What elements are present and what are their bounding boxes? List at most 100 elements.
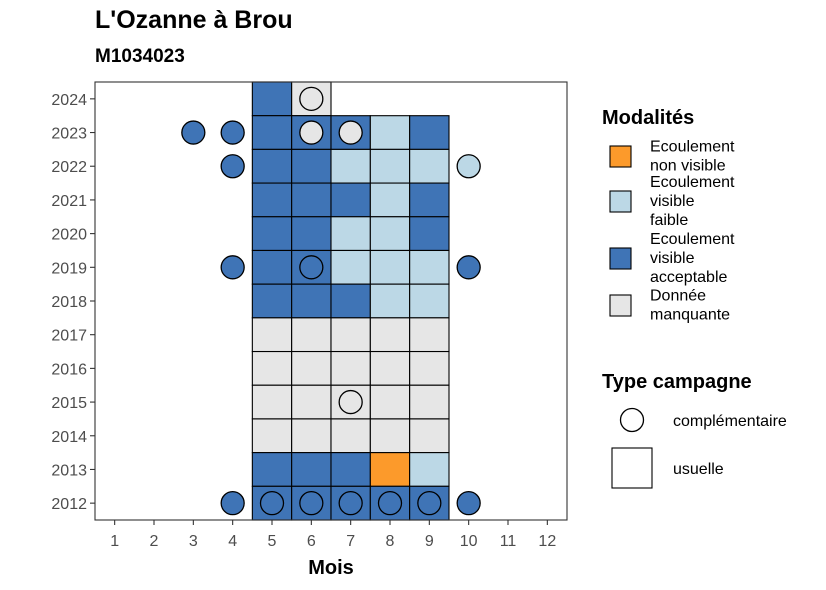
legend-label-usuelle: usuelle: [673, 461, 724, 478]
y-tick-label: 2021: [51, 193, 87, 210]
tile-2017-8: [369, 317, 411, 353]
tile-2021-9: [409, 182, 450, 218]
y-tick-label: 2014: [51, 429, 87, 446]
tile-2019-9: [409, 249, 450, 285]
tile-2016-6: [291, 350, 332, 386]
point-2019-4: [220, 255, 245, 280]
y-tick-label: 2023: [51, 126, 87, 143]
tile-2018-7: [330, 283, 371, 319]
tile-2020-5: [251, 216, 293, 252]
x-tick-label: 7: [346, 533, 355, 550]
x-tick-label: 10: [460, 533, 478, 550]
point-2012-5: [259, 491, 285, 516]
y-tick-label: 2020: [51, 227, 87, 244]
tile-2015-8: [369, 384, 411, 420]
legend-label-acceptable: Ecoulement: [650, 231, 735, 248]
legend-label-manquante: Donnée: [650, 288, 706, 305]
tile-2022-6: [291, 148, 332, 184]
tile-2014-6: [291, 418, 332, 454]
tile-2023-5: [251, 115, 293, 150]
tile-2018-8: [369, 283, 411, 319]
point-2012-6: [299, 491, 324, 516]
legend-label-complementaire: complémentaire: [673, 413, 787, 430]
legend-type-campagne: Type campagne complémentaire usuelle: [602, 371, 787, 489]
legend-label-faible: faible: [650, 212, 688, 229]
tile-2018-5: [251, 283, 293, 319]
chart-title: L'Ozanne à Brou: [95, 6, 293, 34]
tile-2015-6: [291, 384, 332, 420]
tile-2023-8: [369, 115, 411, 150]
tile-2017-5: [251, 317, 293, 353]
legend-key-circle: [619, 407, 645, 433]
point-2022-10: [456, 154, 481, 179]
x-tick-label: 5: [268, 533, 277, 550]
y-tick-label: 2013: [51, 462, 87, 479]
legend-label-acceptable: acceptable: [650, 269, 727, 286]
tile-2020-9: [409, 216, 450, 252]
complementaire-points: [181, 86, 481, 516]
tile-2019-5: [251, 249, 293, 285]
point-2023-7: [338, 120, 363, 145]
point-2012-9: [417, 491, 442, 516]
tile-2018-9: [409, 283, 450, 319]
tile-2024-5: [251, 81, 293, 117]
tile-2017-9: [409, 317, 450, 353]
tile-2013-6: [291, 452, 332, 487]
tile-2020-6: [291, 216, 332, 252]
tile-2014-7: [330, 418, 371, 454]
x-tick-label: 6: [307, 533, 316, 550]
tile-2021-5: [251, 182, 293, 218]
x-tick-label: 1: [110, 533, 119, 550]
legend-key-non_visible: [609, 145, 632, 168]
tile-2020-7: [330, 216, 371, 252]
legend-key-faible: [609, 190, 632, 213]
tile-2019-7: [330, 249, 371, 285]
point-2019-6: [299, 255, 324, 280]
tile-2021-8: [369, 182, 411, 218]
point-2023-4: [220, 120, 245, 145]
x-axis: 1 2 3 4 5 6 7 8 9 10 11 12: [110, 520, 556, 550]
tile-2021-7: [330, 182, 371, 218]
point-2012-4: [220, 491, 245, 516]
x-tick-label: 9: [425, 533, 434, 550]
x-tick-label: 4: [228, 533, 237, 550]
legend-label-faible: visible: [650, 193, 695, 210]
point-2022-4: [220, 154, 245, 179]
tile-2019-8: [369, 249, 411, 285]
tile-2021-6: [291, 182, 332, 218]
tile-2022-9: [409, 148, 450, 184]
x-tick-label: 3: [189, 533, 198, 550]
x-tick-label: 2: [150, 533, 159, 550]
tile-2014-5: [251, 418, 293, 454]
tile-2013-9: [409, 452, 450, 487]
legend-label-non_visible: Ecoulement: [650, 139, 735, 156]
tile-2016-7: [330, 350, 371, 386]
tile-2022-8: [369, 148, 411, 184]
tile-2016-9: [409, 350, 450, 386]
y-tick-label: 2017: [51, 328, 87, 345]
legend-key-manquante: [609, 294, 632, 317]
y-tick-label: 2015: [51, 395, 87, 412]
point-2012-10: [456, 491, 481, 516]
legend-campagne-title: Type campagne: [602, 371, 752, 393]
tile-2015-5: [251, 384, 293, 420]
tile-2016-5: [251, 350, 293, 386]
tile-2015-9: [409, 384, 450, 420]
legend-label-manquante: manquante: [650, 307, 730, 324]
y-tick-label: 2012: [51, 496, 87, 513]
point-2023-6: [299, 120, 324, 145]
tile-2014-8: [369, 418, 411, 454]
x-tick-label: 11: [500, 533, 517, 550]
legend-modalites-title: Modalités: [602, 107, 694, 129]
tile-2020-8: [369, 216, 411, 252]
y-tick-label: 2018: [51, 294, 87, 311]
legend-key-square: [611, 447, 653, 489]
point-2012-7: [338, 491, 363, 516]
legend-label-acceptable: visible: [650, 250, 695, 267]
point-2024-6: [299, 86, 324, 111]
tile-2013-5: [251, 452, 293, 487]
tile-2017-7: [330, 317, 371, 353]
tile-2023-9: [409, 115, 450, 150]
y-tick-label: 2024: [51, 92, 87, 109]
